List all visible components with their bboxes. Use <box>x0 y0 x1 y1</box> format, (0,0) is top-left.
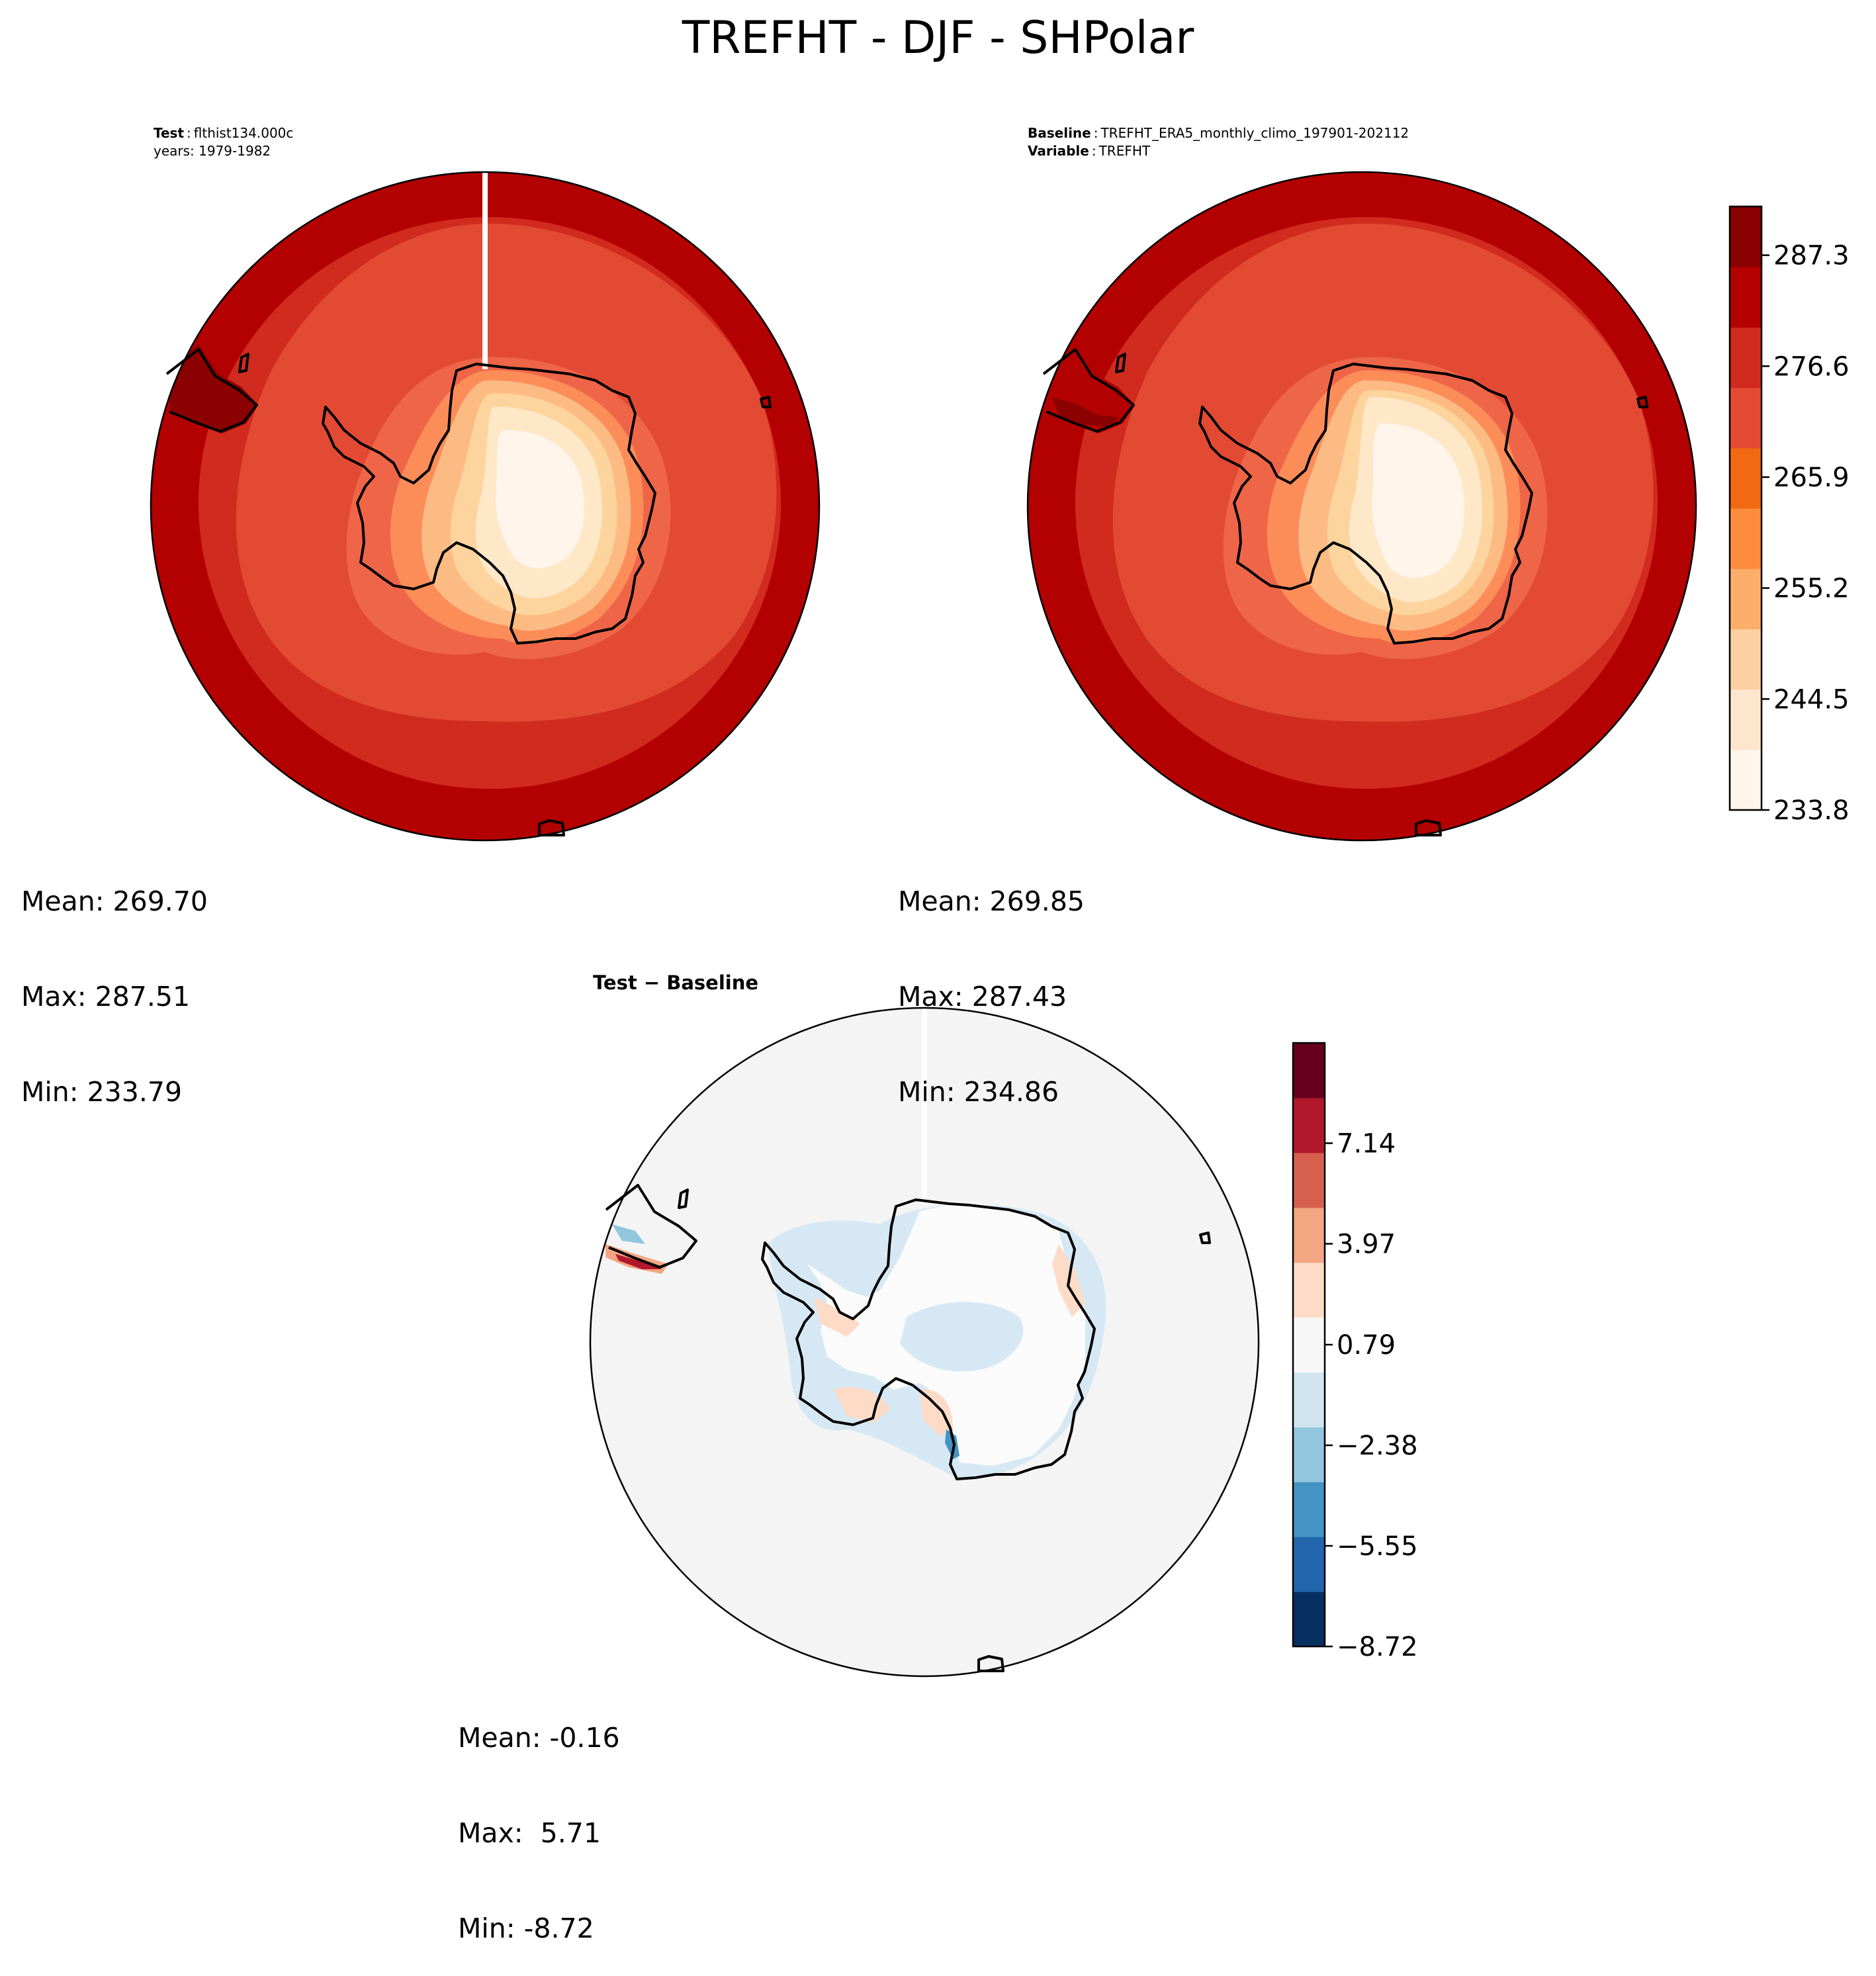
diff-south-america-coast <box>605 1184 697 1269</box>
variable-header-sep: : <box>1089 143 1099 159</box>
figure-canvas: 233.8 244.5 255.2 265.9 276.6 287.3 −8.72 −5.5… <box>150 171 1850 1678</box>
diff-map <box>590 1008 1259 1676</box>
abs-colorbar-segment-7 <box>1730 327 1762 388</box>
abs-colorbar-segment-5 <box>1730 447 1762 509</box>
diff-header-label: Test − Baseline <box>593 971 759 994</box>
abs-colorbar-segment-1 <box>1730 689 1762 750</box>
abs-colorbar-segment-8 <box>1730 267 1762 328</box>
baseline-header: Baseline : TREFHT_ERA5_monthly_climo_197… <box>1028 124 1409 160</box>
diff-island-3 <box>977 1655 1005 1672</box>
baseline-island-3 <box>1415 819 1442 836</box>
abs-colorbar-segment-3 <box>1730 568 1762 629</box>
diff-island-1 <box>678 1189 689 1209</box>
test-coastlines <box>165 348 772 836</box>
diff-colorbar-segment-3 <box>1293 1427 1325 1482</box>
variable-header-value: TREFHT <box>1098 143 1151 159</box>
diff-neg-interior <box>900 1302 1024 1372</box>
test-stat-min: Min: 233.79 <box>21 1076 183 1108</box>
baseline-stat-mean: Mean: 269.85 <box>898 885 1085 917</box>
diff-neg-strong <box>945 1429 960 1459</box>
abs-colorbar-segment-4 <box>1730 508 1762 569</box>
diff-colorbar-tick-label-5: 7.14 <box>1337 1129 1396 1159</box>
diff-andes-strong <box>615 1254 662 1269</box>
test-header-sep: : <box>184 125 194 141</box>
diff-pos-south <box>920 1389 953 1436</box>
diff-colorbar-tick-label-3: 0.79 <box>1337 1330 1396 1361</box>
diff-colorbar-segment-0 <box>1293 1592 1325 1647</box>
test-stat-mean: Mean: 269.70 <box>21 885 208 917</box>
abs-colorbar-segment-6 <box>1730 387 1762 449</box>
diff-colorbar-segment-9 <box>1293 1097 1325 1153</box>
abs-colorbar-tick-label-1: 244.5 <box>1773 684 1850 715</box>
diff-missing-column <box>922 1008 927 1204</box>
diff-colorbar-segment-5 <box>1293 1317 1325 1373</box>
baseline-stats: Mean: 269.85 Max: 287.43 Min: 234.86 <box>898 822 1085 1140</box>
baseline-header-sep: : <box>1091 125 1101 141</box>
test-island-3 <box>538 819 565 836</box>
diff-colorbar-tick-label-1: −5.55 <box>1337 1531 1418 1562</box>
figure-title: TREFHT - DJF - SHPolar <box>682 12 1194 64</box>
abs-colorbar-tick-label-0: 233.8 <box>1773 795 1850 826</box>
diff-colorbar-segment-1 <box>1293 1537 1325 1592</box>
baseline-andes-warm <box>1052 397 1118 427</box>
diff-colorbar-segment-7 <box>1293 1207 1325 1263</box>
test-header-case: flthist134.000c <box>193 125 294 141</box>
test-map-border <box>150 171 821 842</box>
diff-header: Test − Baseline <box>593 971 759 994</box>
diff-colorbar: −8.72 −5.55 −2.38 0.79 3.97 7.14 <box>1292 1042 1418 1662</box>
diff-colorbar-segment-6 <box>1293 1262 1325 1318</box>
baseline-island-1 <box>1115 353 1126 373</box>
test-island-2 <box>760 396 772 408</box>
diff-pos-peninsula <box>814 1297 860 1337</box>
abs-colorbar-segment-2 <box>1730 629 1762 690</box>
baseline-south-america-coast <box>1042 348 1135 433</box>
test-header: Test : flthist134.000c years: 1979-1982 <box>154 124 293 160</box>
diff-colorbar-segment-4 <box>1293 1372 1325 1427</box>
test-map <box>151 172 819 840</box>
baseline-ring-8 <box>1372 423 1465 578</box>
diff-coastlines <box>605 1184 1211 1672</box>
test-stat-max: Max: 287.51 <box>21 981 191 1012</box>
baseline-header-label: Baseline <box>1028 125 1091 141</box>
baseline-header-file: TREFHT_ERA5_monthly_climo_197901-202112 <box>1100 125 1409 141</box>
test-island-1 <box>238 353 249 373</box>
abs-colorbar-segment-0 <box>1730 749 1762 811</box>
abs-colorbar-tick-label-3: 265.9 <box>1773 463 1850 493</box>
diff-stat-min: Min: -8.72 <box>458 1912 594 1944</box>
test-missing-column <box>482 172 488 369</box>
diff-colorbar-tick-label-0: −8.72 <box>1337 1632 1418 1662</box>
diff-stat-mean: Mean: -0.16 <box>458 1722 620 1754</box>
diff-colorbar-segment-2 <box>1293 1482 1325 1537</box>
variable-header-label: Variable <box>1028 143 1089 159</box>
diff-andes-neg <box>612 1224 645 1244</box>
diff-colorbar-segment-8 <box>1293 1152 1325 1208</box>
baseline-stat-min: Min: 234.86 <box>898 1076 1059 1108</box>
test-ring-8 <box>496 429 585 568</box>
abs-colorbar-tick-label-4: 276.6 <box>1773 351 1850 382</box>
test-header-years: years: 1979-1982 <box>154 143 271 159</box>
baseline-map-border <box>1026 171 1697 842</box>
abs-colorbar-tick-label-5: 287.3 <box>1773 241 1850 271</box>
abs-colorbar-tick-label-2: 255.2 <box>1773 574 1850 604</box>
abs-colorbar-frame <box>1728 205 1763 811</box>
baseline-map <box>1028 172 1696 840</box>
test-header-label: Test <box>154 125 185 141</box>
diff-colorbar-tick-label-2: −2.38 <box>1337 1431 1418 1461</box>
diff-colorbar-segment-10 <box>1293 1043 1325 1099</box>
baseline-stat-max: Max: 287.43 <box>898 981 1067 1012</box>
abs-colorbar: 233.8 244.5 255.2 265.9 276.6 287.3 <box>1728 205 1850 826</box>
test-south-america <box>165 344 258 433</box>
diff-map-border <box>589 1007 1260 1678</box>
diff-island-2 <box>1199 1232 1211 1244</box>
diff-pos-southwest <box>834 1387 890 1423</box>
abs-colorbar-segment-9 <box>1730 206 1762 267</box>
diff-colorbar-tick-label-4: 3.97 <box>1337 1230 1396 1260</box>
diff-stat-max: Max: 5.71 <box>458 1817 601 1849</box>
baseline-coastlines <box>1042 348 1648 836</box>
baseline-island-2 <box>1636 396 1648 408</box>
test-stats: Mean: 269.70 Max: 287.51 Min: 233.79 <box>21 822 208 1140</box>
diff-stats: Mean: -0.16 Max: 5.71 Min: -8.72 <box>458 1658 620 1976</box>
test-south-america-coast <box>165 348 258 433</box>
